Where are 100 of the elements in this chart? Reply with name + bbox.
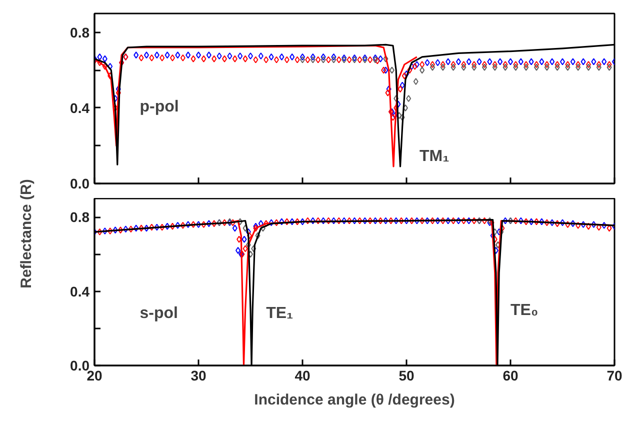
point (212, 55, 217, 62)
point (602, 222, 607, 229)
point (180, 54, 186, 62)
point (331, 217, 336, 224)
point (123, 226, 128, 233)
y-tick-label: 0.8 (70, 209, 90, 226)
point (258, 220, 264, 228)
point (290, 218, 295, 226)
point (413, 78, 418, 85)
x-tick-label: 70 (606, 368, 622, 384)
point (357, 56, 362, 64)
point (190, 55, 196, 62)
point (97, 59, 102, 66)
point (518, 217, 524, 224)
point (580, 220, 586, 228)
point (154, 224, 160, 231)
point (232, 55, 238, 62)
point (242, 245, 248, 252)
point (554, 64, 560, 71)
point (400, 114, 405, 121)
point (389, 66, 394, 74)
point (346, 56, 352, 64)
annotation: p-pol (140, 98, 179, 116)
point (201, 55, 206, 62)
point (368, 56, 373, 64)
point (253, 56, 258, 64)
line-series (94, 44, 418, 168)
point (134, 224, 139, 232)
point (565, 64, 570, 71)
point (320, 56, 326, 64)
point (383, 217, 388, 224)
point (108, 227, 113, 234)
point (160, 54, 165, 62)
point (420, 217, 425, 224)
point (586, 61, 591, 68)
point (138, 224, 144, 232)
point (440, 217, 446, 224)
point (160, 224, 165, 231)
point (554, 220, 560, 228)
point (294, 56, 300, 64)
point (346, 217, 352, 224)
point (232, 224, 238, 232)
point (450, 61, 456, 68)
x-axis-title: Incidence angle (θ /degrees) (254, 392, 455, 408)
point (284, 56, 290, 64)
point (450, 64, 456, 71)
point (396, 112, 402, 119)
point (406, 95, 412, 102)
point (372, 217, 378, 224)
point (482, 61, 487, 68)
point (524, 64, 529, 71)
point (528, 218, 534, 226)
point (230, 219, 236, 226)
y-tick-label: 0.8 (70, 24, 90, 40)
point (264, 56, 269, 64)
point (368, 217, 373, 224)
point (424, 217, 430, 224)
point (466, 217, 472, 224)
point (502, 217, 508, 224)
point (502, 61, 508, 68)
point (242, 55, 248, 62)
x-tick-label: 40 (294, 368, 310, 384)
point (305, 56, 310, 64)
point (544, 61, 550, 68)
point (492, 64, 498, 71)
annotation: TE₀ (510, 302, 538, 319)
y-tick-label: 0.0 (70, 176, 90, 192)
point (149, 224, 154, 231)
point (236, 246, 241, 254)
point (544, 219, 550, 226)
point (305, 217, 310, 224)
point (420, 61, 425, 68)
point (186, 220, 191, 228)
point (383, 55, 388, 62)
point (513, 217, 518, 224)
point (102, 227, 108, 234)
point (180, 222, 186, 229)
point (206, 220, 212, 228)
point (97, 228, 102, 236)
point (284, 218, 290, 226)
point (461, 64, 466, 71)
point (596, 64, 602, 71)
point (576, 61, 581, 68)
point (394, 217, 399, 224)
point (492, 61, 498, 68)
point (336, 217, 342, 224)
point (112, 226, 118, 234)
point (596, 61, 602, 68)
point (362, 217, 368, 224)
point (472, 61, 477, 68)
annotation: TE₁ (266, 305, 294, 322)
point (331, 56, 336, 64)
point (414, 217, 420, 224)
point (320, 217, 326, 224)
point (398, 217, 404, 224)
x-tick-label: 50 (398, 368, 414, 384)
point (212, 220, 217, 228)
point (461, 61, 466, 68)
point (513, 61, 518, 68)
point (524, 61, 529, 68)
